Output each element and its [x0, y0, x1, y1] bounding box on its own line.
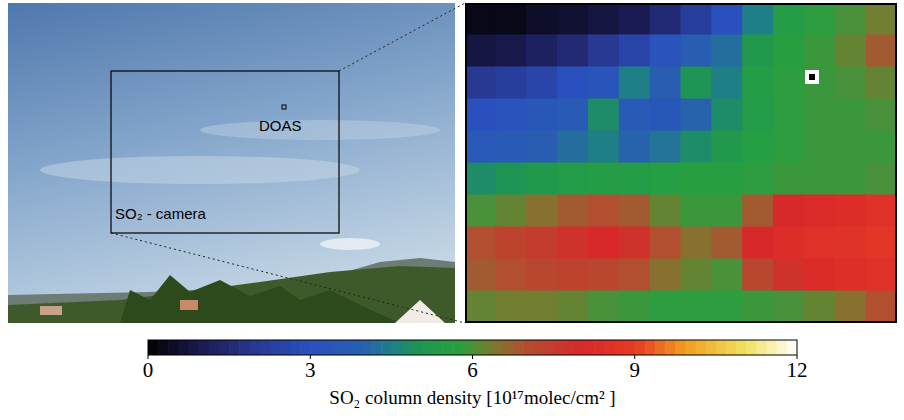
svg-text:9: 9 [630, 358, 641, 382]
svg-text:6: 6 [467, 358, 478, 382]
svg-text:3: 3 [305, 358, 316, 382]
svg-text:SO₂ - camera: SO₂ - camera [115, 205, 207, 222]
svg-text:12: 12 [787, 358, 808, 382]
svg-text:DOAS: DOAS [259, 117, 302, 134]
svg-text:0: 0 [143, 358, 154, 382]
svg-text:SO₂ column density [10¹⁷molec/: SO₂ column density [10¹⁷molec/cm² ] [329, 387, 615, 408]
